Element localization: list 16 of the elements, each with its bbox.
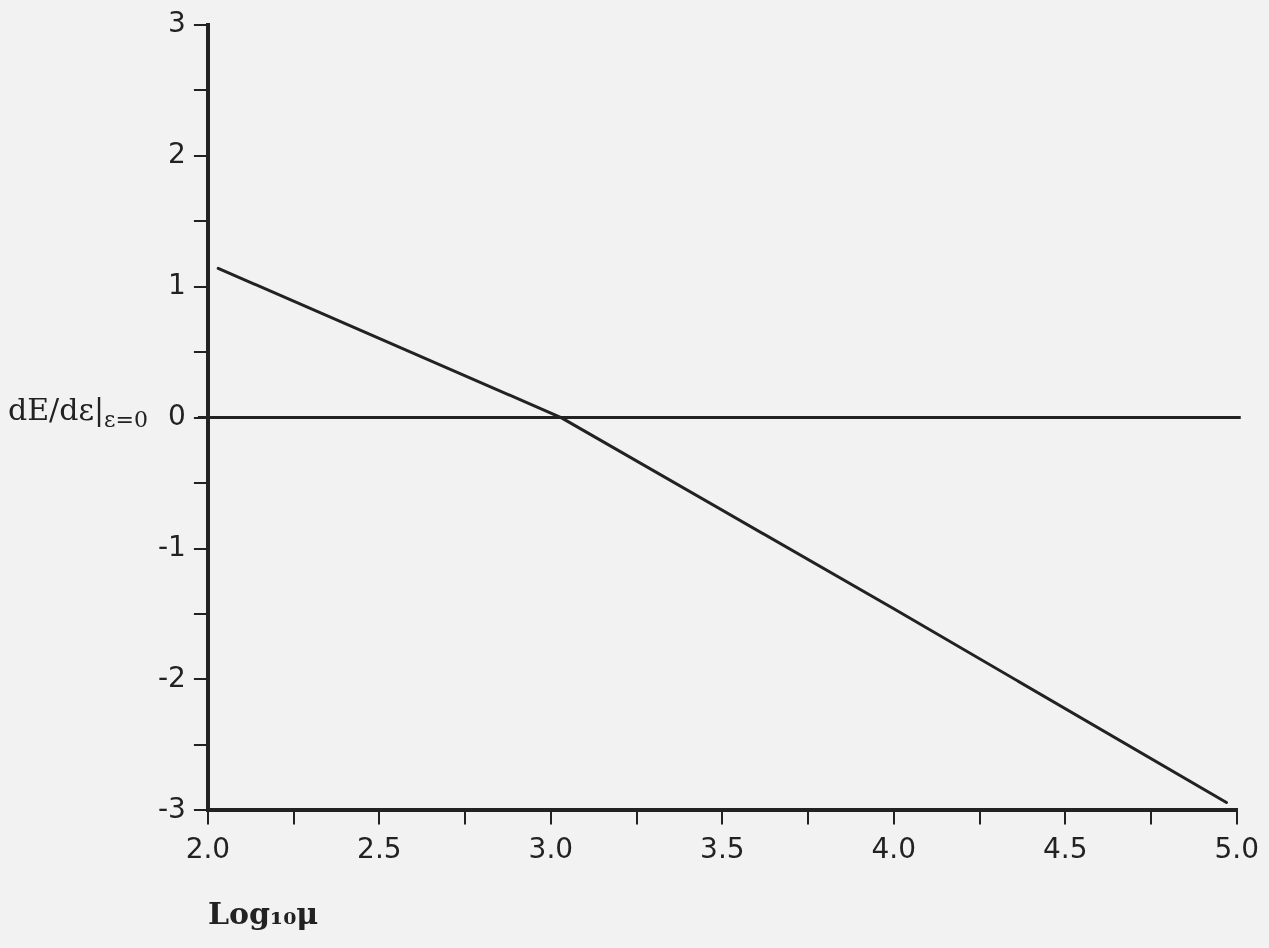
x-axis-title: Log₁₀μ bbox=[207, 895, 319, 931]
y-tick-label: 3 bbox=[168, 6, 186, 40]
x-tick-label: 2.0 bbox=[185, 832, 231, 866]
y-tick-label: 2 bbox=[168, 137, 186, 171]
x-tick-label: 3.0 bbox=[528, 832, 574, 866]
y-tick-label: 1 bbox=[168, 267, 186, 301]
x-tick-label: 3.5 bbox=[700, 832, 745, 866]
x-tick-label: 4.5 bbox=[1043, 832, 1088, 866]
y-tick-label: -1 bbox=[158, 529, 186, 563]
y-tick-label: -3 bbox=[158, 791, 186, 825]
y-tick-label: -2 bbox=[158, 660, 186, 694]
x-tick-label: 2.5 bbox=[357, 832, 402, 866]
y-tick-label: 0 bbox=[168, 398, 186, 432]
y-axis-title: dE/dε|$_{ε=0}$ bbox=[8, 392, 148, 432]
x-tick-label: 5.0 bbox=[1214, 832, 1259, 866]
x-tick-label: 4.0 bbox=[871, 832, 917, 866]
